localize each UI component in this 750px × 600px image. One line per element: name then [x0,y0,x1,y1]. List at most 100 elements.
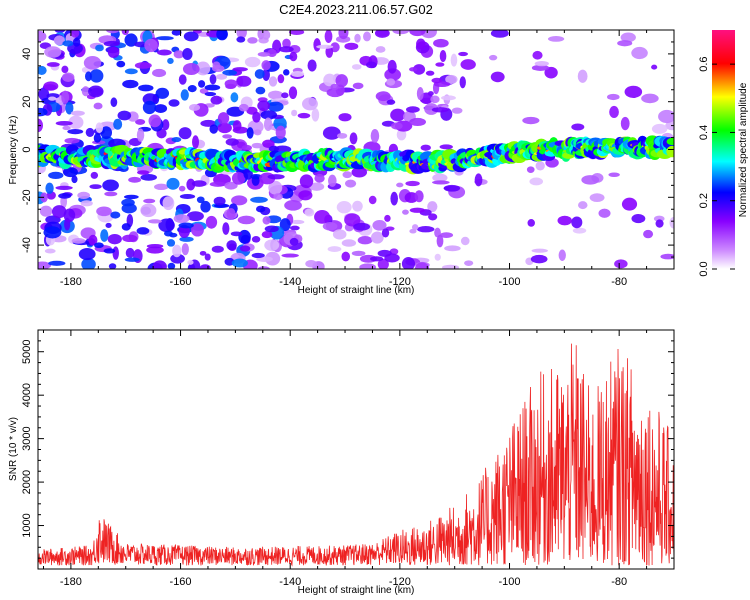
spectrogram-panel: -180 -160 -140 -120 -100 -80 -40 -20 0 20 40 Heigh… [8,29,675,296]
heatmap-cell [352,200,363,212]
heatmap-cell [198,80,206,88]
heatmap-cell [186,178,196,191]
heatmap-cell [411,224,419,231]
heatmap-cell [88,85,104,98]
heatmap-cell [171,136,182,143]
spectrogram-ylabel: Frequency (Hz) [8,116,19,185]
heatmap-cell [178,222,194,229]
heatmap-cell [51,205,67,219]
heatmap-cell [128,176,142,183]
y-tick-label: 5000 [21,339,33,363]
heatmap-cell [284,200,302,211]
heatmap-cell [222,69,238,76]
heatmap-cell [490,71,505,83]
heatmap-cell [409,207,426,213]
heatmap-cell [43,81,59,91]
heatmap-cell [55,185,73,190]
heatmap-cell [277,74,285,84]
heatmap-cell [341,251,351,262]
heatmap-cell [396,182,404,188]
heatmap-cell [529,177,544,186]
heatmap-cell [88,234,98,246]
heatmap-cell [38,65,47,75]
heatmap-cell [359,263,377,269]
heatmap-cell [335,74,348,88]
x-tick-label: -120 [389,576,411,588]
heatmap-cell [390,108,406,122]
heatmap-cell [83,56,102,70]
heatmap-cell [344,42,359,50]
heatmap-cell [387,59,397,74]
heatmap-cell [70,110,85,116]
heatmap-cell [665,120,674,131]
heatmap-cell [96,206,112,217]
heatmap-cell [345,179,357,188]
heatmap-cell [439,232,454,238]
figure-title: C2E4.2023.211.06.57.G02 [279,2,433,17]
heatmap-cell [239,30,247,38]
heatmap-cell [251,235,261,243]
heatmap-cell [255,86,266,95]
heatmap-cell [298,190,313,201]
heatmap-cell [617,40,633,47]
heatmap-cell [226,208,236,220]
heatmap-cell [289,237,299,246]
heatmap-cell [147,219,162,224]
heatmap-cell [54,30,66,33]
heatmap-cell [110,211,121,219]
heatmap-cell [357,236,373,245]
heatmap-cell [620,32,636,43]
heatmap-cell [62,167,78,178]
heatmap-cell [268,145,280,153]
heatmap-cell [384,253,400,263]
heatmap-cell [204,84,221,91]
heatmap-cell [264,239,280,251]
heatmap-cell [651,64,658,70]
heatmap-cell [386,99,396,105]
heatmap-cell [267,101,284,112]
heatmap-cell [289,225,300,231]
heatmap-cell [290,219,305,225]
heatmap-cell [241,144,253,151]
heatmap-cell [61,90,70,104]
heatmap-cell [95,44,104,52]
heatmap-cell [384,214,391,222]
colorbar-tick-label: 0.4 [698,125,710,140]
snr-ticks: -180 -160 -140 -120 -100 -80 1000 2000 3000 4000 5… [21,329,675,588]
heatmap-cell [62,72,75,82]
heatmap-cell [544,66,558,79]
heatmap-cell [113,118,123,130]
heatmap-cell [166,239,176,247]
heatmap-cell [267,174,285,180]
heatmap-cell [344,213,361,227]
heatmap-cell [168,99,180,107]
heatmap-cell [252,111,261,123]
heatmap-cell [179,236,194,242]
heatmap-cell [232,126,249,134]
heatmap-cell [351,167,368,178]
heatmap-cell [238,229,251,244]
heatmap-cell [522,116,540,125]
heatmap-cell [163,230,173,237]
heatmap-cell [459,76,466,89]
heatmap-cell [55,120,73,126]
heatmap-cell [336,201,352,214]
heatmap-cell [188,103,201,111]
heatmap-cell [275,125,286,140]
heatmap-cell [199,250,207,256]
heatmap-cell [428,213,438,221]
heatmap-cell [209,181,227,187]
heatmap-cell [225,138,239,146]
y-tick-label: 40 [21,48,33,60]
heatmap-cell [146,246,164,254]
heatmap-cell [439,49,447,63]
heatmap-cell [231,171,246,185]
heatmap-cell [370,256,384,262]
heatmap-cell [43,226,62,239]
heatmap-cell [62,40,74,47]
heatmap-cell [384,68,401,82]
heatmap-cell [578,201,588,210]
heatmap-cell [112,246,119,260]
x-tick-label: -80 [611,576,627,588]
heatmap-cell [182,63,200,76]
